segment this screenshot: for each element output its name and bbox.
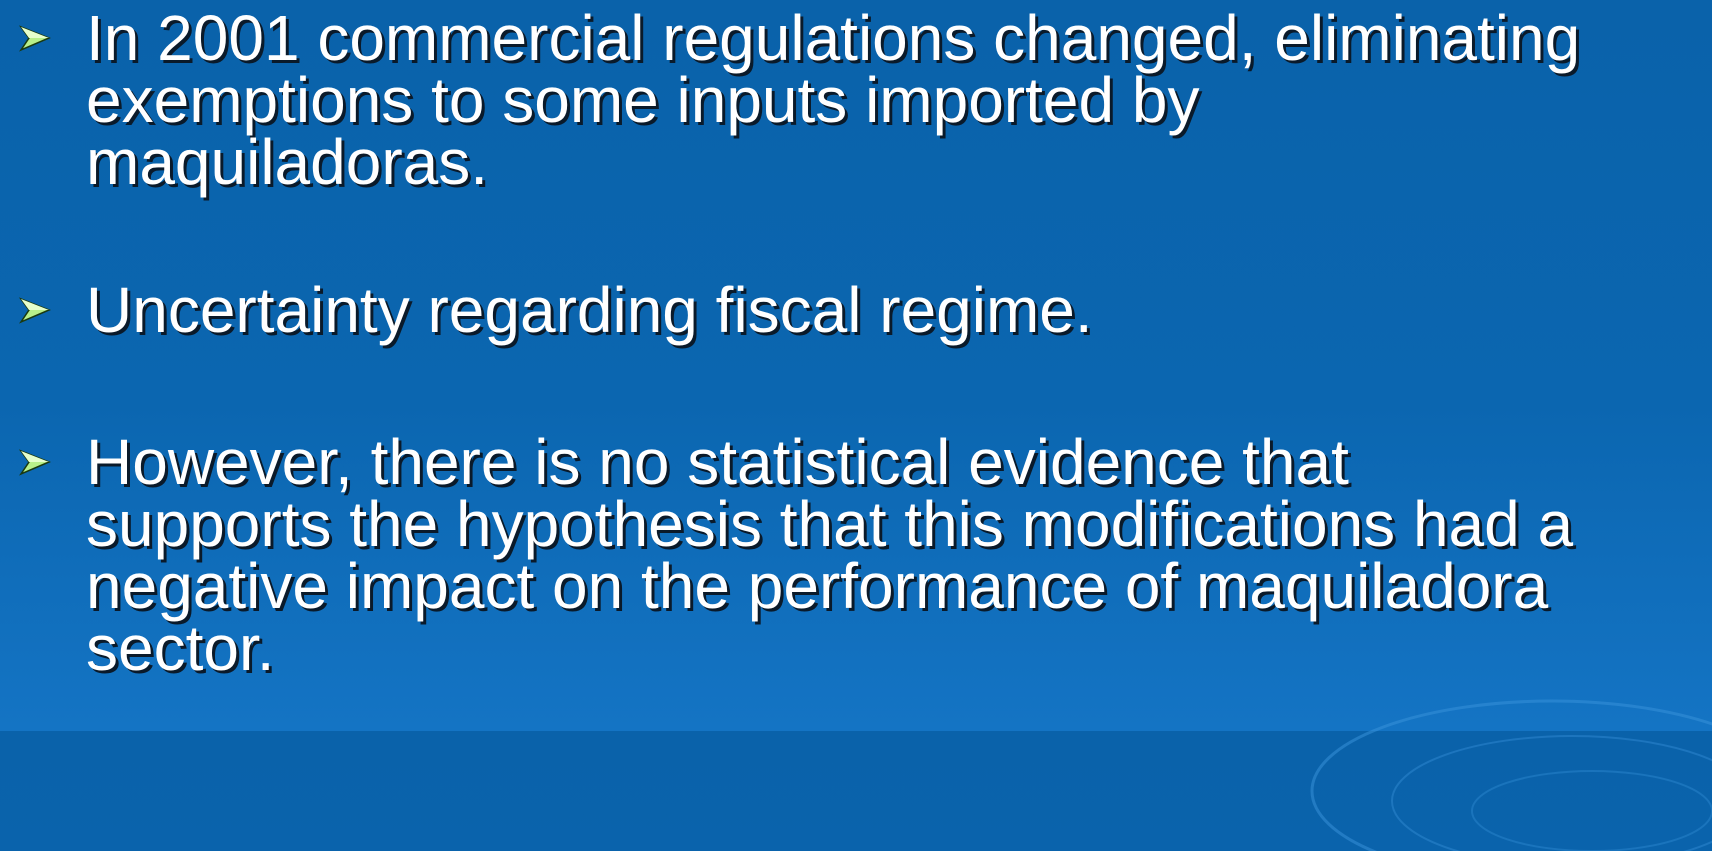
bullet-arrow <box>18 25 51 52</box>
bullet-text: supports the hypothesis that this modifi… <box>86 488 1574 560</box>
bullet: Uncertainty regarding fiscal regime. <box>0 274 1712 346</box>
bullet-text: exemptions to some inputs imported by <box>86 64 1200 136</box>
bullet-text: In 2001 commercial regulations changed, … <box>86 2 1581 74</box>
bullet-text: Uncertainty regarding fiscal regime. <box>86 274 1093 346</box>
bullet: However, there is no statistical evidenc… <box>0 426 1712 684</box>
bullet-text: negative impact on the performance of ma… <box>86 550 1549 622</box>
bullet-arrow <box>18 449 51 476</box>
bullet-arrow <box>18 297 51 324</box>
bullet: In 2001 commercial regulations changed, … <box>0 2 1712 198</box>
bullet-text: sector. <box>86 612 275 684</box>
bullet-text: However, there is no statistical evidenc… <box>86 426 1349 498</box>
bullet-text: maquiladoras. <box>86 126 488 198</box>
